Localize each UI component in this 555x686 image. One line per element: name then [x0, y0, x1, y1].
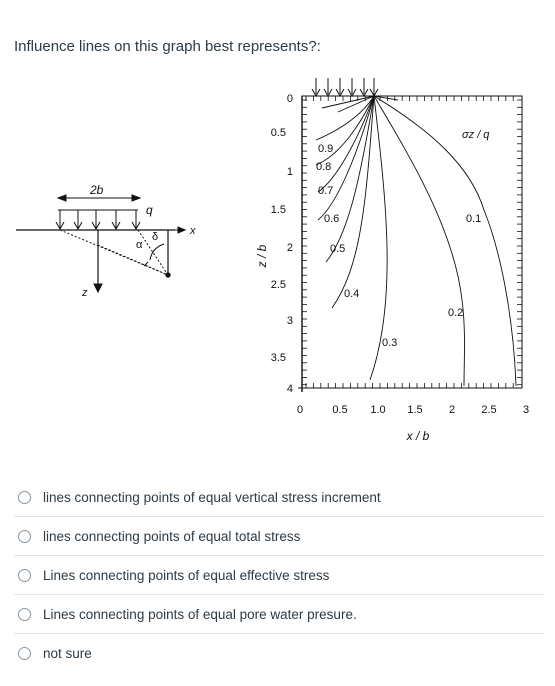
contour-label: 0.9: [318, 143, 333, 155]
contour-label: 0.8: [316, 161, 331, 173]
option-label: Lines connecting points of equal pore wa…: [43, 606, 357, 622]
option-label: Lines connecting points of equal effecti…: [43, 567, 330, 583]
applied-load-arrows: [311, 78, 379, 98]
contour-label: 0.1: [466, 213, 481, 225]
radio-button[interactable]: [18, 529, 31, 543]
z-axis-title: z / b: [255, 244, 269, 268]
x-tick-label: 2: [449, 404, 455, 416]
contour-label: 0.5: [330, 243, 345, 255]
contour-label: 0.3: [382, 337, 397, 349]
option-vertical-stress-increment[interactable]: lines connecting points of equal vertica…: [14, 478, 544, 517]
option-label: lines connecting points of equal total s…: [43, 528, 301, 544]
z-tick-label: 0.5: [271, 127, 286, 139]
x-tick-label: 1.0: [370, 404, 385, 416]
delta-label: δ: [152, 231, 158, 243]
z-tick-label: 4: [287, 383, 293, 395]
z-tick-label: 2: [287, 242, 293, 254]
contour-label: 0.4: [344, 288, 359, 300]
option-total-stress[interactable]: lines connecting points of equal total s…: [14, 517, 544, 556]
option-effective-stress[interactable]: Lines connecting points of equal effecti…: [14, 556, 544, 595]
x-axis-title: x / b: [406, 429, 430, 443]
answer-options: lines connecting points of equal vertica…: [14, 478, 544, 672]
z-tick-label: 3: [287, 315, 293, 327]
option-label: not sure: [43, 645, 92, 661]
z-axis-tick-labels: 0 0.5 1 1.5 2 2.5 3 3.5 4: [271, 93, 293, 395]
width-label: 2b: [89, 183, 104, 197]
contour-label: 0.6: [324, 213, 339, 225]
z-tick-label: 3.5: [271, 352, 286, 364]
alpha-label: α: [136, 239, 143, 251]
radio-button[interactable]: [18, 490, 31, 504]
strip-load-sketch: [16, 194, 187, 294]
option-pore-water-pressure[interactable]: Lines connecting points of equal pore wa…: [14, 595, 544, 634]
option-label: lines connecting points of equal vertica…: [43, 489, 381, 505]
contour-label: 0.7: [318, 185, 333, 197]
z-axis-minor-ticks: [302, 99, 522, 386]
z-direction-label: z: [81, 287, 88, 299]
x-tick-label: 2.5: [481, 404, 496, 416]
x-tick-label: 0.5: [332, 404, 347, 416]
radio-button[interactable]: [18, 607, 31, 621]
radio-button[interactable]: [18, 568, 31, 582]
x-tick-label: 1.5: [407, 404, 422, 416]
x-tick-label: 3: [523, 404, 529, 416]
z-tick-label: 0: [287, 93, 293, 105]
x-direction-label: x: [189, 225, 196, 237]
z-tick-label: 2.5: [271, 279, 286, 291]
radio-button[interactable]: [18, 646, 31, 660]
load-label: q: [146, 203, 153, 217]
contour-label: 0.2: [448, 307, 463, 319]
x-tick-label: 0: [297, 404, 303, 416]
z-tick-label: 1.5: [271, 204, 286, 216]
stress-isobar-figure: 2b q x z α δ σz / q z / b x / b 0 0.5 1 1.5…: [16, 78, 529, 443]
z-tick-label: 1: [287, 166, 293, 178]
influence-fan-lines: [315, 95, 517, 387]
stress-ratio-label: σz / q: [462, 129, 490, 141]
contour-labels: 0.9 0.8 0.7 0.6 0.5 0.4 0.3 0.2 0.1: [316, 143, 481, 349]
question-text: Influence lines on this graph best repre…: [14, 38, 321, 55]
option-not-sure[interactable]: not sure: [14, 634, 544, 672]
x-axis-tick-labels: 0 0.5 1.0 1.5 2 2.5 3: [297, 404, 529, 416]
